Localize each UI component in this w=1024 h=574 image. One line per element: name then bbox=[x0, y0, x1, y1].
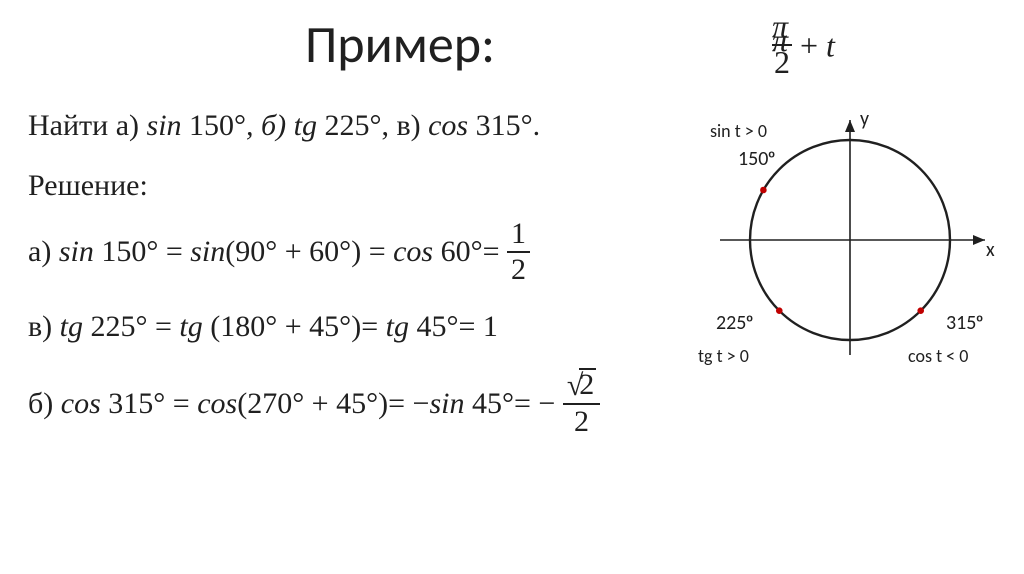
solution-line-b: в) tg 225° = tg (180° + 45°)= tg 45°= 1 bbox=[28, 311, 728, 343]
diagram-label-x: x bbox=[986, 238, 995, 262]
plus-sign: + bbox=[792, 28, 826, 64]
page-title: Пример: bbox=[0, 12, 800, 76]
content-block: Найти а) sin 150°, б) tg 225°, в) cos 31… bbox=[28, 110, 728, 455]
formula-pi-over-2-plus-t: π π 2 + t bbox=[772, 14, 835, 78]
fraction-one-half: 12 bbox=[507, 219, 530, 285]
diagram-label-cos_note: cos t < 0 bbox=[908, 345, 968, 367]
diagram-label-a225: 225о bbox=[716, 311, 753, 335]
diagram-label-a315: 315о bbox=[946, 311, 983, 335]
pi-numerator-2: π bbox=[772, 24, 788, 56]
solution-line-c: б) cos 315° = cos(270° + 45°)= −sin 45°=… bbox=[28, 369, 728, 437]
solution-line-a: а) sin 150° = sin(90° + 60°) = cos 60°= … bbox=[28, 219, 728, 285]
unit-circle-diagram: y sin t > 0 150о x 225о 315о tg t > 0 cos t < 0 bbox=[690, 105, 1000, 385]
diagram-label-a150: 150о bbox=[738, 147, 775, 171]
solution-label: Решение: bbox=[28, 170, 728, 202]
problem-statement: Найти а) sin 150°, б) tg 225°, в) cos 31… bbox=[28, 110, 728, 142]
diagram-label-tg_note: tg t > 0 bbox=[698, 345, 749, 367]
fraction-neg-sqrt2-over-2: √22 bbox=[563, 369, 600, 437]
diagram-label-sin_note: sin t > 0 bbox=[710, 120, 767, 142]
diagram-label-y: y bbox=[860, 107, 869, 131]
variable-t: t bbox=[826, 28, 835, 64]
